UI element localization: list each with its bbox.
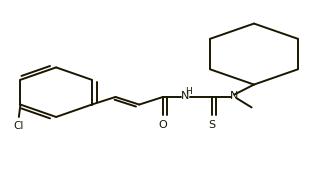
Text: H: H [185, 87, 192, 96]
Text: Cl: Cl [14, 121, 24, 131]
Text: S: S [209, 120, 216, 130]
Text: N: N [230, 91, 238, 101]
Text: N: N [181, 91, 189, 101]
Text: O: O [159, 120, 167, 130]
